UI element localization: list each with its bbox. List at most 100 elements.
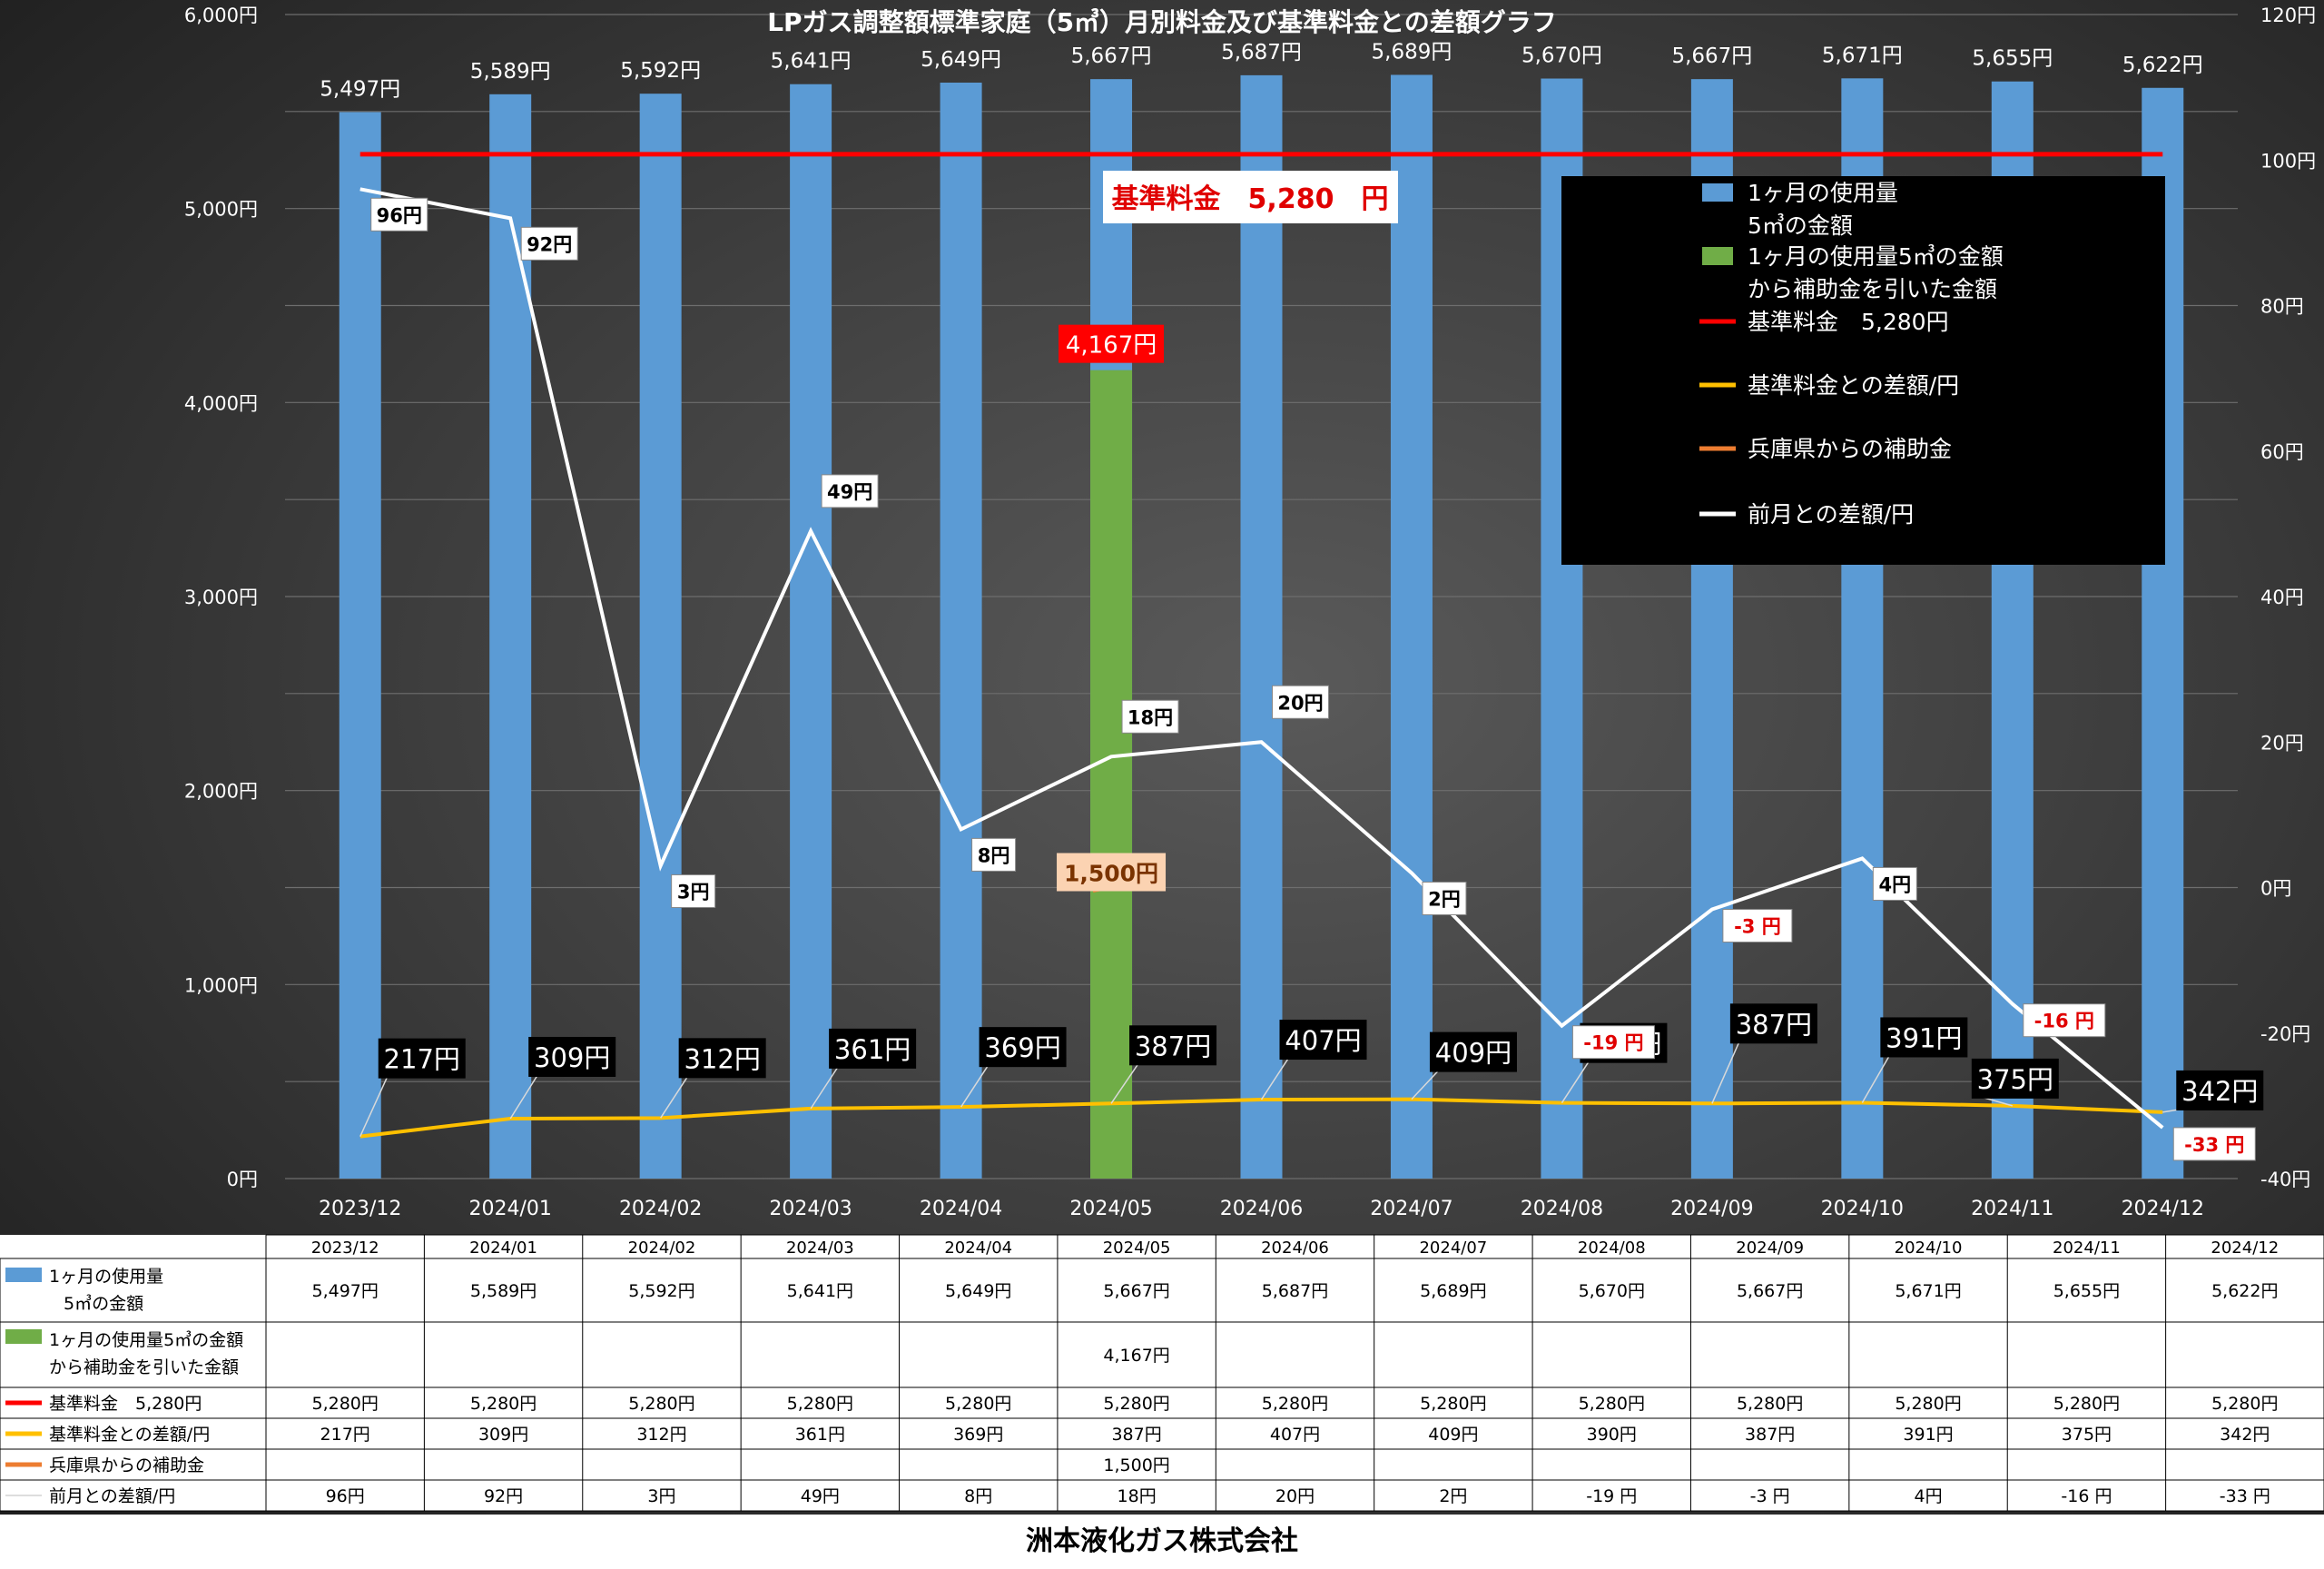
- subsidy-label-box: [1057, 853, 1167, 892]
- x-axis-tick-label: 2024/06: [1220, 1198, 1303, 1220]
- table-background: [0, 1235, 2324, 1511]
- prev-month-label: 20円: [1277, 692, 1323, 714]
- legend-swatch: [1702, 183, 1733, 202]
- diff-label-box: [1429, 1031, 1517, 1072]
- prev-month-label-box: [1121, 699, 1179, 734]
- prev-month-label: 49円: [827, 481, 872, 503]
- prev-month-label: -33 円: [2184, 1134, 2244, 1156]
- legend-box: [1561, 176, 2165, 565]
- chart-title: LPガス調整額標準家庭（5㎥）月別料金及び基準料金との差額グラフ: [767, 7, 1557, 37]
- diff-label: 407円: [1285, 1025, 1361, 1056]
- diff-label: 309円: [534, 1042, 610, 1073]
- diff-label-leader: [660, 1075, 689, 1119]
- x-axis-tick-label: 2024/09: [1670, 1198, 1753, 1220]
- diff-label: 312円: [684, 1043, 760, 1074]
- table-cell: 387円: [1111, 1425, 1161, 1445]
- diff-label-box: [979, 1027, 1067, 1068]
- table-cell: -19 円: [1586, 1486, 1637, 1506]
- table-header-cell: 2024/03: [786, 1238, 854, 1258]
- bar-monthly-fee: [1240, 74, 1283, 1179]
- table-row-label: から補助金を引いた金額: [49, 1357, 239, 1377]
- table-cell: 391円: [1903, 1425, 1953, 1445]
- x-axis-tick-label: 2023/12: [319, 1198, 401, 1220]
- left-axis-tick-label: 6,000円: [184, 5, 258, 26]
- left-axis-tick-label: 3,000円: [184, 587, 258, 608]
- right-axis-tick-label: -20円: [2260, 1023, 2310, 1045]
- table-header-cell: 2024/10: [1895, 1238, 1963, 1258]
- table-header-cell: 2024/11: [2053, 1238, 2121, 1258]
- diff-label-box: [1279, 1020, 1367, 1061]
- table-cell: 5,655円: [2053, 1281, 2120, 1301]
- table-header-cell: 2024/12: [2211, 1238, 2279, 1258]
- legend: 1ヶ月の使用量5㎥の金額1ヶ月の使用量5㎥の金額から補助金を引いた金額基準料金 …: [1561, 176, 2165, 565]
- legend-label: 1ヶ月の使用量5㎥の金額: [1748, 243, 2004, 270]
- axes-layer: 0円 1,000円 2,000円 3,000円 4,000円 5,000円 6,000円 -4…: [184, 5, 2316, 1220]
- prev-month-label-box: [370, 197, 428, 232]
- prev-month-label: 18円: [1128, 706, 1173, 728]
- table-cell: 375円: [2062, 1425, 2112, 1445]
- right-axis-tick-label: -40円: [2260, 1169, 2310, 1190]
- diff-label: 369円: [984, 1032, 1060, 1063]
- subsidy-label: 1,500円: [1064, 861, 1158, 887]
- bar-value-label: 5,641円: [771, 50, 852, 74]
- prev-month-label-box: [1422, 881, 1467, 915]
- table-cell: 5,689円: [1420, 1281, 1486, 1301]
- table-header-cell: 2024/09: [1736, 1238, 1804, 1258]
- table-legend-swatch: [5, 1329, 42, 1344]
- table-cell: 5,641円: [787, 1281, 853, 1301]
- x-axis-tick-label: 2024/04: [920, 1198, 1002, 1220]
- legend-label: 基準料金との差額/円: [1748, 372, 1959, 399]
- subsidy-bar-label: 4,167円: [1066, 332, 1157, 360]
- table-cell: 369円: [953, 1425, 1003, 1445]
- prev-month-label: 2円: [1428, 888, 1461, 910]
- bar-value-label: 5,649円: [921, 48, 1001, 72]
- base-fee-annotation: 基準料金 5,280 円: [1112, 183, 1389, 215]
- prev-month-label: 8円: [978, 844, 1010, 866]
- labels-layer: 5,497円 5,589円 5,592円 5,641円 5,649円 5,667円 5,68…: [320, 40, 2264, 1161]
- table-cell: 96円: [326, 1486, 365, 1506]
- x-axis-tick-label: 2024/02: [619, 1198, 702, 1220]
- bar-value-label: 5,497円: [320, 77, 400, 101]
- left-axis-tick-label: 0円: [227, 1169, 258, 1190]
- table-cell: 5,280円: [1262, 1394, 1328, 1414]
- right-axis-tick-label: 120円: [2260, 5, 2316, 26]
- right-axis-tick-label: 100円: [2260, 150, 2316, 172]
- diff-label-box: [1129, 1025, 1217, 1066]
- bar-value-label: 5,671円: [1822, 44, 1903, 67]
- table-cell: 5,589円: [470, 1281, 537, 1301]
- table-cell: 409円: [1428, 1425, 1478, 1445]
- table-cell: 5,280円: [628, 1394, 694, 1414]
- table-cell: 5,280円: [311, 1394, 378, 1414]
- right-axis-tick-label: 80円: [2260, 296, 2304, 318]
- x-axis-tick-label: 2024/08: [1521, 1198, 1603, 1220]
- table-cell: 2円: [1439, 1486, 1467, 1506]
- table-cell: 49円: [801, 1486, 840, 1506]
- diff-label: 387円: [1736, 1009, 1812, 1040]
- prev-month-label: -16 円: [2034, 1011, 2094, 1032]
- diff-label-leader: [1711, 1041, 1740, 1104]
- table-cell: 5,671円: [1895, 1281, 1961, 1301]
- diff-label-leader: [1260, 1057, 1290, 1100]
- bar-monthly-fee: [639, 94, 682, 1179]
- table-cell: 309円: [478, 1425, 528, 1445]
- diff-label-leader: [1561, 1061, 1590, 1104]
- table-cell: 20円: [1275, 1486, 1315, 1506]
- base-fee-annotation-box: [1103, 171, 1398, 223]
- prev-month-label-box: [821, 474, 879, 508]
- diff-label-box: [378, 1038, 466, 1079]
- table-cell: 5,280円: [1895, 1394, 1961, 1414]
- bar-value-label: 5,667円: [1671, 44, 1752, 68]
- table-cell: 390円: [1587, 1425, 1637, 1445]
- prev-month-label: -19 円: [1583, 1032, 1643, 1054]
- legend-label: から補助金を引いた金額: [1748, 276, 1997, 302]
- diff-label-box: [528, 1036, 616, 1077]
- table-cell: -33 円: [2220, 1486, 2270, 1506]
- line-diff-from-prev-month: [359, 187, 2164, 1130]
- table-cell: -16 円: [2061, 1486, 2112, 1506]
- bar-value-label: 5,689円: [1372, 40, 1452, 64]
- table-cell: 5,667円: [1103, 1281, 1169, 1301]
- bar-value-label: 5,622円: [2122, 54, 2203, 77]
- bar-value-label: 5,655円: [1972, 47, 2053, 71]
- right-axis-tick-label: 20円: [2260, 732, 2304, 754]
- prev-month-label-box: [520, 226, 578, 261]
